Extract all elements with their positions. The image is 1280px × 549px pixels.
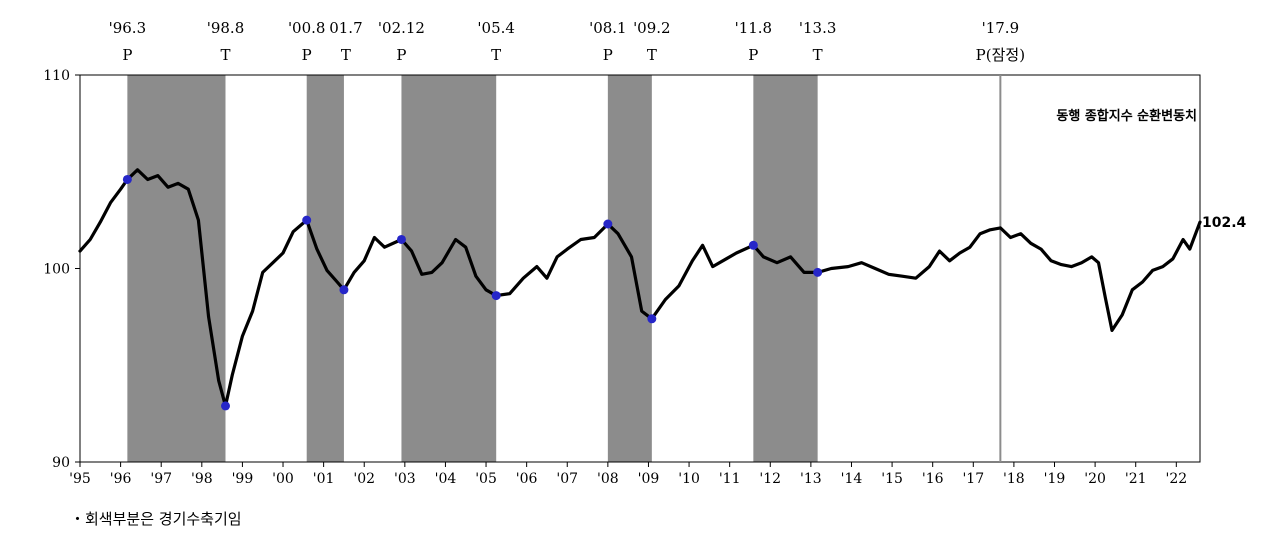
x-tick-label: '20	[1084, 471, 1106, 487]
series-line	[78, 168, 1202, 408]
annotation-date: '00.8	[288, 19, 326, 37]
annotation-mark: T	[491, 46, 501, 64]
annotation-date: 01.7	[329, 19, 362, 37]
x-tick-label: '98	[191, 471, 213, 487]
annotation-date: '17.9	[982, 19, 1020, 37]
y-tick-label: 90	[52, 455, 70, 471]
x-tick-label: '01	[313, 471, 335, 487]
annotation-date: '08.1	[589, 19, 627, 37]
x-tick-label: '97	[150, 471, 172, 487]
turning-point-dot	[603, 219, 613, 229]
turning-points	[122, 174, 823, 411]
y-tick-label: 110	[43, 68, 70, 84]
annotation-mark: T	[813, 46, 823, 64]
recession-band-5	[753, 75, 818, 462]
x-tick-label: '17	[962, 471, 984, 487]
annotation-date: '96.3	[109, 19, 147, 37]
x-tick-label: '11	[719, 471, 741, 487]
x-tick-label: '08	[597, 471, 619, 487]
annotation-mark: P	[748, 46, 758, 64]
x-tick-label: '06	[516, 471, 538, 487]
turning-point-dot	[302, 215, 312, 225]
turning-point-dot	[339, 285, 349, 295]
last-value-label: 102.4	[1202, 215, 1247, 231]
x-tick-label: '95	[69, 471, 91, 487]
turning-point-dot	[122, 174, 132, 184]
annotation-mark: P	[603, 46, 613, 64]
turning-point-dot	[813, 267, 823, 277]
x-tick-label: '04	[435, 471, 457, 487]
annotation-mark: T	[341, 46, 351, 64]
turning-point-dot	[748, 240, 758, 250]
x-axis: '95 '96 '97 '98 '99 '00 '01 '02 '03 '04 '05 '06 '07 '…	[69, 462, 1187, 487]
x-tick-label: '22	[1165, 471, 1187, 487]
x-tick-label: '02	[353, 471, 375, 487]
x-tick-label: '18	[1003, 471, 1025, 487]
annotation-date: '09.2	[633, 19, 671, 37]
recession-band-3	[401, 75, 497, 462]
y-tick-label: 100	[43, 262, 70, 278]
annotation-mark: T	[220, 46, 230, 64]
annotation-date: '98.8	[207, 19, 245, 37]
x-tick-label: '09	[638, 471, 660, 487]
turning-point-dot	[220, 401, 230, 411]
x-tick-label: '07	[556, 471, 578, 487]
turning-point-dot	[491, 291, 501, 301]
x-tick-label: '16	[922, 471, 944, 487]
annotation-date: '02.12	[378, 19, 425, 37]
x-tick-label: '96	[110, 471, 132, 487]
recession-band-4	[607, 75, 652, 462]
x-tick-label: '03	[394, 471, 416, 487]
annotation-date: '11.8	[735, 19, 773, 37]
recession-shading	[127, 75, 818, 462]
y-axis: 110 100 90	[43, 68, 80, 471]
annotation-mark: P(잠정)	[976, 46, 1025, 64]
recession-band-1	[127, 75, 226, 462]
annotation-date: '05.4	[477, 19, 515, 37]
x-tick-label: '12	[759, 471, 781, 487]
x-tick-label: '99	[232, 471, 254, 487]
annotation-mark: P	[302, 46, 312, 64]
x-tick-label: '15	[881, 471, 903, 487]
annotation-mark: P	[122, 46, 132, 64]
x-tick-label: '00	[272, 471, 294, 487]
series-label: 동행 종합지수 순환변동치	[1056, 108, 1197, 124]
x-tick-label: '19	[1044, 471, 1066, 487]
annotation-mark: P	[396, 46, 406, 64]
footnote: ・회색부분은 경기수축기임	[70, 510, 242, 528]
turning-point-dot	[396, 234, 406, 244]
x-tick-label: '05	[475, 471, 497, 487]
x-tick-label: '14	[841, 471, 863, 487]
x-tick-label: '10	[678, 471, 700, 487]
annotation-mark: T	[647, 46, 657, 64]
turning-point-annotations: '96.3 P '98.8 T '00.8 P 01.7 T '02.12 P '05.4 T '08.…	[109, 19, 1025, 64]
x-tick-label: '21	[1125, 471, 1147, 487]
turning-point-dot	[647, 314, 657, 324]
annotation-date: '13.3	[799, 19, 837, 37]
x-tick-label: '13	[800, 471, 822, 487]
